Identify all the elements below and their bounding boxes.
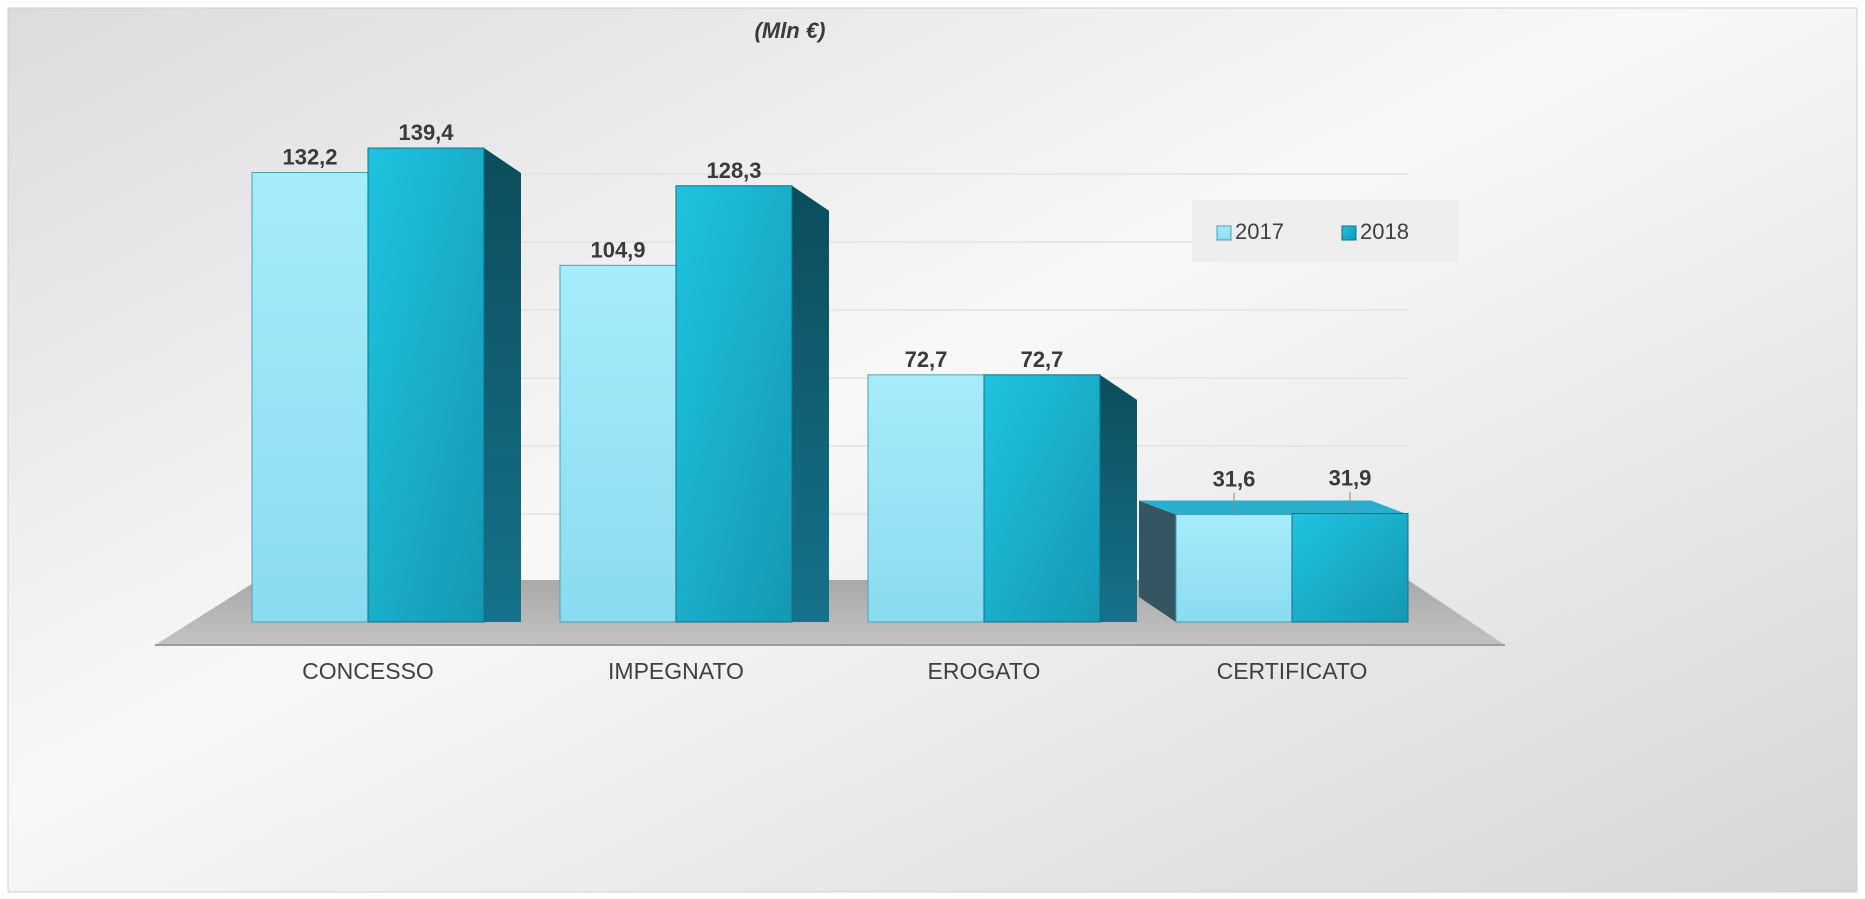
bar-certificato-2018: [1291, 513, 1409, 623]
chart-title: (Mln €): [755, 18, 826, 43]
data-label-erogato-2017: 72,7: [905, 347, 948, 372]
bar-impegnato-2018: [675, 185, 793, 623]
legend-box: [1192, 200, 1458, 262]
data-label-erogato-2018: 72,7: [1021, 347, 1064, 372]
category-labels-layer: CONCESSO IMPEGNATO EROGATO CERTIFICATO: [302, 658, 1367, 684]
legend: 2017 2018: [1192, 200, 1458, 262]
bar-top-certificato: [1139, 500, 1408, 515]
data-label-concesso-2017: 132,2: [282, 145, 337, 170]
bar-certificato-2017: [1175, 514, 1293, 623]
data-label-certificato-2018: 31,9: [1329, 466, 1372, 491]
bar-concesso-2017: [251, 172, 369, 623]
legend-label-2018: 2018: [1360, 219, 1409, 244]
data-label-impegnato-2017: 104,9: [590, 237, 645, 262]
bar-side-impegnato-2018: [792, 185, 829, 622]
legend-swatch-2018: [1341, 225, 1357, 241]
bar-side-concesso-2018: [484, 148, 521, 623]
data-label-concesso-2018: 139,4: [398, 120, 454, 145]
bar-erogato-2018: [983, 374, 1101, 623]
legend-swatch-2017: [1216, 225, 1232, 241]
bar-side-certificato-2017: [1139, 500, 1176, 622]
bar-impegnato-2017: [559, 264, 677, 623]
data-label-certificato-2017: 31,6: [1213, 467, 1256, 492]
category-label-erogato: EROGATO: [928, 658, 1041, 684]
bar-concesso-2018: [367, 147, 485, 623]
category-label-concesso: CONCESSO: [302, 658, 434, 684]
bar-side-erogato-2018: [1100, 374, 1137, 622]
bars-layer: [251, 147, 1409, 623]
category-label-impegnato: IMPEGNATO: [608, 658, 744, 684]
data-label-impegnato-2018: 128,3: [706, 158, 761, 183]
legend-label-2017: 2017: [1235, 219, 1284, 244]
bar-erogato-2017: [867, 374, 985, 623]
category-label-certificato: CERTIFICATO: [1217, 658, 1368, 684]
data-labels-layer: 132,2 139,4 104,9 128,3 72,7 72,7 31,6 31,9: [282, 120, 1371, 516]
